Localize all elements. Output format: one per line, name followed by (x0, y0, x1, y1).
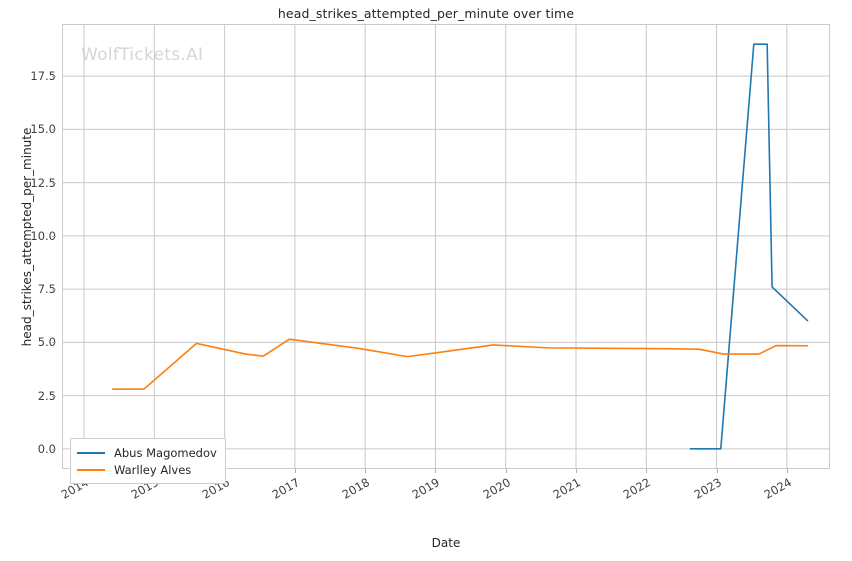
y-tick-label: 7.5 (37, 282, 56, 297)
x-tick-label: 2022 (620, 475, 654, 502)
x-tick-mark (576, 469, 577, 473)
y-tick-label: 2.5 (37, 388, 56, 403)
legend-item[interactable]: Abus Magomedov (77, 444, 217, 461)
x-tick-mark (365, 469, 367, 473)
y-tick-label: 10.0 (30, 228, 56, 243)
plot-svg (63, 25, 829, 468)
plot-area: WolfTickets.AI (62, 24, 830, 469)
legend-swatch-warlley-alves (77, 468, 105, 471)
grid-lines (63, 25, 829, 468)
series-lines (112, 43, 809, 450)
y-tick-mark (52, 342, 56, 344)
chart-legend: Abus Magomedov Warlley Alves (70, 438, 226, 484)
series-line (689, 43, 809, 450)
y-tick-mark (52, 289, 56, 291)
legend-swatch-abus-magomedov (77, 451, 105, 454)
y-axis-tick-labels: 0.0 2.5 5.0 7.5 10.0 12.5 15.0 17.5 (0, 24, 56, 469)
y-tick-label: 5.0 (37, 335, 56, 350)
x-tick-label: 2017 (269, 475, 302, 502)
y-tick-mark (52, 235, 56, 237)
series-line (112, 338, 808, 391)
x-tick-mark (435, 469, 437, 473)
y-tick-label: 12.5 (30, 175, 56, 190)
y-tick-mark (52, 182, 56, 184)
y-tick-mark (52, 448, 56, 450)
legend-item[interactable]: Warlley Alves (77, 461, 217, 478)
x-tick-mark (646, 469, 648, 473)
x-tick-mark (786, 469, 788, 473)
x-tick-label: 2021 (550, 475, 583, 502)
x-tick-label: 2020 (480, 475, 513, 502)
x-tick-mark (505, 469, 507, 473)
legend-label: Warlley Alves (114, 462, 192, 477)
x-tick-mark (716, 469, 718, 473)
legend-label: Abus Magomedov (114, 445, 217, 460)
x-tick-mark (294, 469, 296, 473)
y-axis-label: head_strikes_attempted_per_minute (20, 127, 34, 347)
y-tick-label: 15.0 (30, 122, 56, 137)
x-tick-label: 2024 (761, 475, 794, 502)
x-tick-label: 2019 (410, 475, 443, 502)
watermark: WolfTickets.AI (81, 45, 204, 65)
x-axis-label: Date (431, 536, 461, 550)
y-tick-mark (52, 129, 56, 131)
y-tick-label: 17.5 (30, 69, 56, 84)
y-tick-mark (52, 395, 56, 397)
chart-title: head_strikes_attempted_per_minute over t… (277, 6, 575, 21)
x-tick-label: 2023 (691, 475, 724, 502)
y-tick-label: 0.0 (37, 441, 56, 456)
y-tick-mark (52, 76, 56, 78)
x-tick-label: 2018 (339, 475, 373, 502)
